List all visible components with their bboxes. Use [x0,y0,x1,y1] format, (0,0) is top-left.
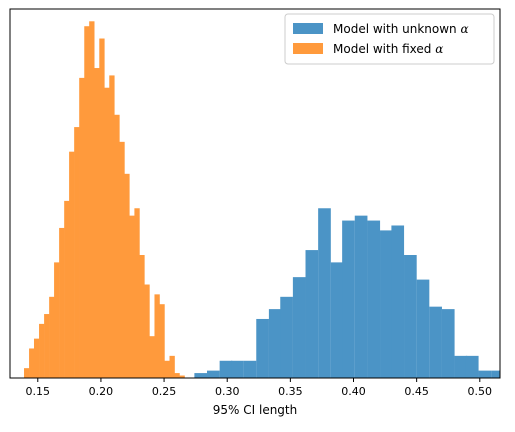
histogram-bar-series-2-10 [69,151,75,378]
histogram-bar-series-2-14 [89,21,95,378]
histogram-bar-series-2-23 [134,208,140,378]
histogram-bar-series-1-1 [194,373,208,378]
plot-area [9,8,515,379]
histogram-bar-series-1-4 [231,360,244,378]
histogram-bar-series-2-7 [54,262,60,378]
x-tick-label: 0.40 [341,385,366,398]
histogram-bar-series-1-16 [380,230,393,378]
histogram-bar-series-2-6 [49,296,55,378]
histogram-bar-series-1-12 [330,262,344,378]
histogram-bar-series-1-25 [491,370,500,378]
histogram-bar-series-2-31 [174,373,180,378]
histogram-bar-series-1-15 [367,220,381,378]
histogram-bar-series-2-28 [159,304,165,378]
histogram-bar-series-2-16 [99,38,105,378]
histogram-bar-series-2-3 [33,338,40,378]
histogram-bar-series-2-2 [29,348,35,378]
legend-box [284,13,495,65]
histogram-bar-series-2-19 [114,114,120,378]
histogram-bar-series-1-20 [429,306,442,378]
legend-swatch-2 [293,43,323,54]
x-tick-label: 0.15 [26,385,51,398]
histogram-bar-series-2-22 [129,215,135,378]
histogram-bar-series-1-14 [354,215,368,378]
x-tick-label: 0.20 [89,385,114,398]
x-axis: 0.15 0.20 0.25 0.30 0.35 0.40 0.45 0.50 [26,378,493,398]
histogram-bar-series-1-2 [207,370,220,378]
histogram-bar-series-2-32 [179,375,185,378]
x-tick-label: 0.35 [278,385,303,398]
histogram-bar-series-2-30 [169,355,175,378]
legend-label-2: Model with fixed α [333,42,443,56]
histogram-bar-series-1-19 [416,279,430,378]
histogram-bar-series-2-27 [154,294,160,378]
x-tick-label: 0.30 [215,385,240,398]
histogram-bar-series-2-9 [64,200,70,378]
histogram-bar-series-2-18 [109,75,115,378]
histogram-bar-series-2-5 [44,314,50,378]
legend: Model with unknown α Model with fixed α [284,13,495,65]
histogram-bar-series-1-11 [318,208,331,378]
histogram-bar-series-1-21 [441,309,455,378]
histogram-bar-series-2-26 [149,336,155,378]
x-tick-label: 0.25 [152,385,177,398]
histogram-bar-series-2-20 [119,141,125,378]
histogram-bar-series-2-24 [139,255,145,378]
histogram-bar-series-1-10 [305,250,319,378]
histogram-bar-series-1-18 [404,255,417,378]
histogram-bar-series-1-6 [256,318,269,378]
histogram-bar-series-1-26 [504,376,515,378]
histogram-bar-series-1-8 [280,296,293,378]
x-tick-label: 0.50 [468,385,493,398]
histogram-bar-series-2-15 [94,68,100,378]
histogram-bar-series-2-8 [59,227,65,378]
histogram-bar-series-1-13 [342,220,355,378]
histogram-bar-series-1-3 [219,360,233,378]
histogram-bar-series-1-24 [478,370,492,378]
histogram-bar-series-1-9 [292,277,306,378]
histogram-bar-series-2-1 [24,368,30,378]
histogram-bar-series-1-5 [243,360,257,378]
histogram-bar-series-2-4 [39,323,45,378]
legend-swatch-1 [293,23,323,34]
histogram-bar-series-1-17 [391,225,405,378]
histogram-bar-series-2-11 [74,127,80,378]
plot-frame [9,8,501,379]
histogram-bar-series-1-23 [465,355,479,378]
histogram-bar-series-1-22 [454,355,468,378]
histogram-bar-series-2-29 [164,360,170,378]
x-tick-label: 0.45 [404,385,429,398]
histogram-bar-series-2-12 [79,77,85,378]
x-axis-label: 95% CI length [213,403,297,417]
histogram-bar-series-2-21 [124,173,130,378]
histogram-bar-series-2-17 [104,87,110,378]
histogram-bar-series-1-7 [268,309,282,378]
legend-label-1: Model with unknown α [333,22,469,36]
histogram-bar-series-2-25 [144,284,150,378]
histogram-bar-series-2-13 [84,26,90,378]
